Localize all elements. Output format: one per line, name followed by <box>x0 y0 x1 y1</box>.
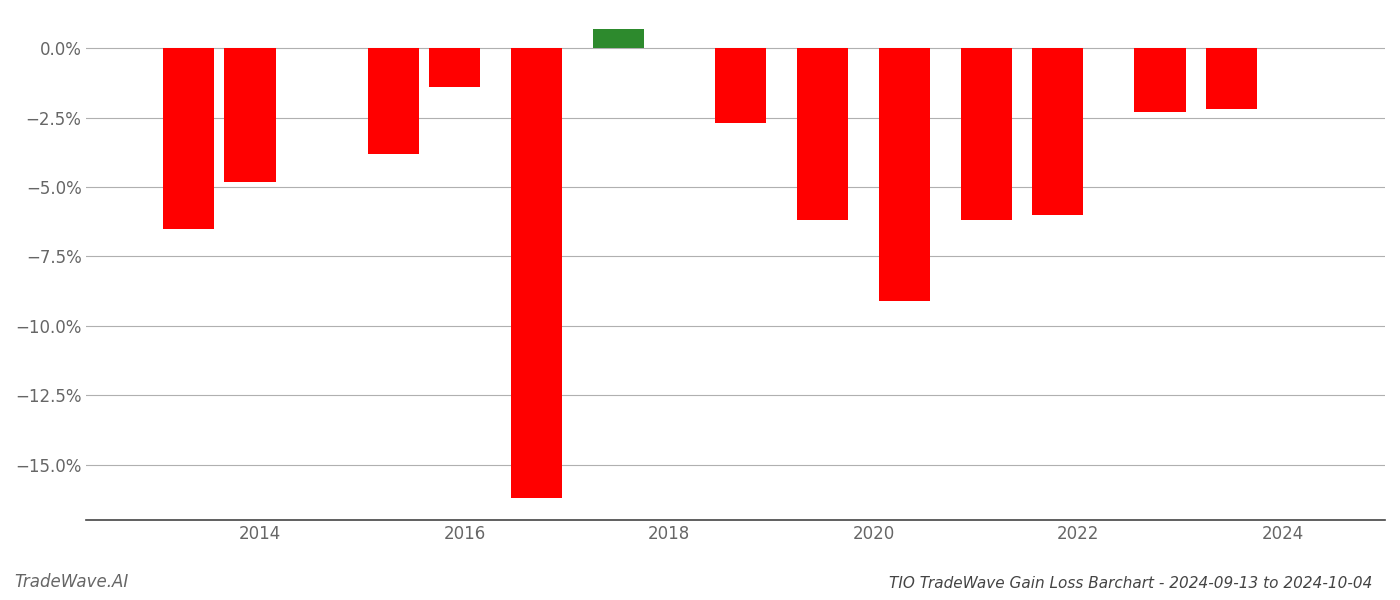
Bar <box>428 49 480 87</box>
Bar <box>960 49 1012 220</box>
Bar <box>1205 49 1257 109</box>
Bar <box>511 49 561 498</box>
Bar <box>162 49 214 229</box>
Bar <box>879 49 930 301</box>
Bar <box>1134 49 1186 112</box>
Bar <box>368 49 419 154</box>
Bar <box>1032 49 1084 215</box>
Bar <box>224 49 276 182</box>
Bar <box>715 49 766 123</box>
Text: TIO TradeWave Gain Loss Barchart - 2024-09-13 to 2024-10-04: TIO TradeWave Gain Loss Barchart - 2024-… <box>889 576 1372 591</box>
Bar <box>797 49 848 220</box>
Bar <box>592 29 644 49</box>
Text: TradeWave.AI: TradeWave.AI <box>14 573 129 591</box>
